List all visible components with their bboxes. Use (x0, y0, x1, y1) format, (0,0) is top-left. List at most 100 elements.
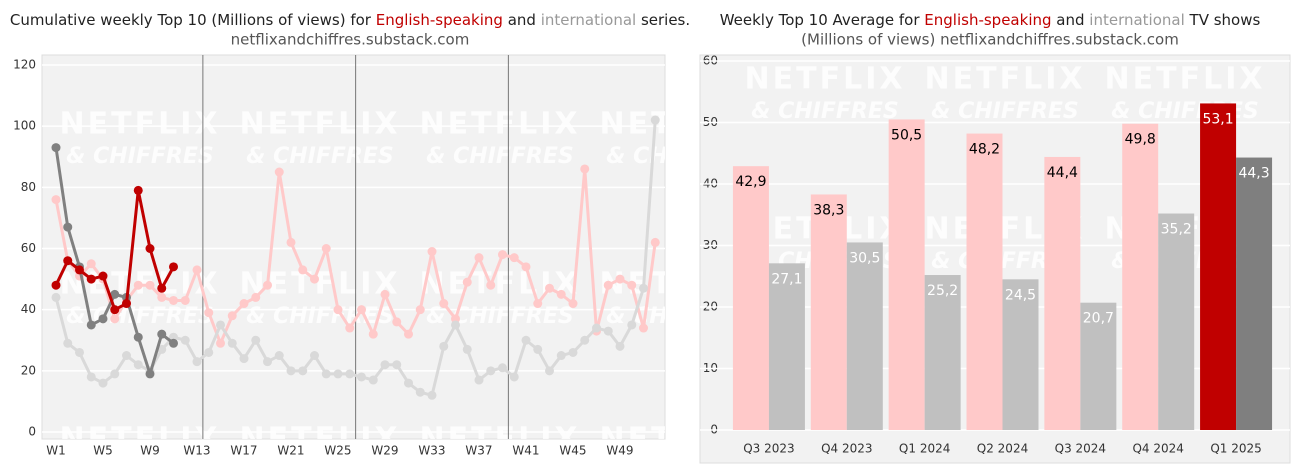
point (51, 195, 61, 205)
watermark-text: & CHIFFRES (751, 99, 898, 124)
title-part: series. (636, 11, 690, 29)
point (321, 369, 331, 379)
value-label: 38,3 (813, 202, 844, 218)
value-label: 50,5 (891, 127, 922, 143)
point (227, 311, 237, 321)
watermark-text: NETFLIX (240, 107, 401, 142)
point (227, 338, 237, 348)
value-label: 49,8 (1125, 132, 1156, 148)
point (86, 320, 96, 330)
title-part: and (1052, 11, 1090, 29)
point (63, 222, 73, 232)
point (63, 256, 73, 266)
point (474, 253, 484, 263)
bar (1122, 123, 1159, 430)
point (533, 344, 543, 354)
point (169, 338, 178, 348)
title-part: English-speaking (924, 11, 1051, 29)
point (298, 265, 308, 275)
point (216, 338, 225, 348)
point (333, 369, 343, 379)
point (650, 237, 660, 247)
point (239, 299, 249, 309)
point (404, 378, 413, 388)
value-label: 35,2 (1161, 222, 1192, 238)
value-label: 44,4 (1047, 165, 1078, 181)
value-label: 24,5 (1005, 287, 1036, 303)
bar (966, 133, 1003, 430)
bar (1044, 156, 1081, 430)
point (603, 280, 613, 290)
chart-subtitle: (Millions of views) netflixandchiffres.s… (801, 31, 1179, 49)
point (286, 237, 296, 247)
series-line (54, 167, 657, 345)
point (51, 292, 61, 302)
title-part: international (541, 11, 636, 29)
x-tick-label: Q3 2024 (1055, 442, 1106, 456)
point (486, 366, 496, 376)
point (298, 366, 308, 376)
watermark-text: & CHIFFRES (246, 304, 393, 329)
point (286, 366, 296, 376)
x-tick-label: Q4 2024 (1132, 442, 1183, 456)
x-tick-label: Q1 2024 (899, 442, 950, 456)
x-tick-label: Q4 2023 (821, 442, 872, 456)
point (639, 323, 648, 333)
point (368, 329, 378, 339)
point (474, 375, 484, 385)
watermark-text: & CHIFFRES (931, 99, 1078, 124)
title-part: and (503, 11, 541, 29)
watermark-text: NETFLIX (60, 422, 221, 457)
bar (732, 166, 769, 431)
value-label: 20,7 (1083, 311, 1114, 327)
point (615, 274, 625, 284)
point (415, 305, 425, 315)
point (145, 369, 155, 379)
bar (810, 194, 847, 430)
point (545, 283, 554, 293)
value-label: 30,5 (849, 250, 880, 266)
x-tick-label: W9 (140, 444, 160, 458)
point (157, 283, 167, 293)
point (86, 274, 96, 284)
point (451, 320, 460, 330)
point (556, 351, 566, 361)
title-part: English-speaking (376, 11, 503, 29)
point (462, 344, 472, 354)
title-part: international (1089, 11, 1184, 29)
point (357, 372, 366, 382)
x-tick-label: W5 (93, 444, 113, 458)
point (345, 369, 355, 379)
y-tick-label: 80 (21, 180, 36, 194)
x-tick-label: Q3 2023 (743, 442, 794, 456)
y-tick-label: 0 (28, 425, 36, 439)
point (169, 262, 178, 272)
point (392, 360, 402, 370)
x-tick-label: W49 (606, 444, 633, 458)
point (627, 280, 637, 290)
watermark-text: & CHIFFRES (66, 459, 213, 471)
bar (1080, 302, 1117, 430)
point (98, 378, 108, 388)
point (110, 289, 120, 299)
title-part: Weekly Top 10 Average for (720, 11, 925, 29)
point (98, 314, 108, 324)
watermark-text: NETFLIX (420, 267, 581, 302)
point (110, 369, 120, 379)
point (345, 323, 355, 333)
chart-title: Weekly Top 10 Average for English-speaki… (720, 11, 1261, 29)
point (51, 280, 61, 290)
point (192, 357, 202, 367)
point (521, 335, 531, 345)
point (627, 320, 637, 330)
point (427, 390, 437, 400)
bar (768, 263, 805, 430)
point (568, 347, 578, 357)
point (509, 372, 519, 382)
point (368, 375, 378, 385)
value-label: 53,1 (1202, 111, 1233, 127)
point (145, 280, 155, 290)
point (498, 250, 507, 260)
point (110, 305, 120, 315)
